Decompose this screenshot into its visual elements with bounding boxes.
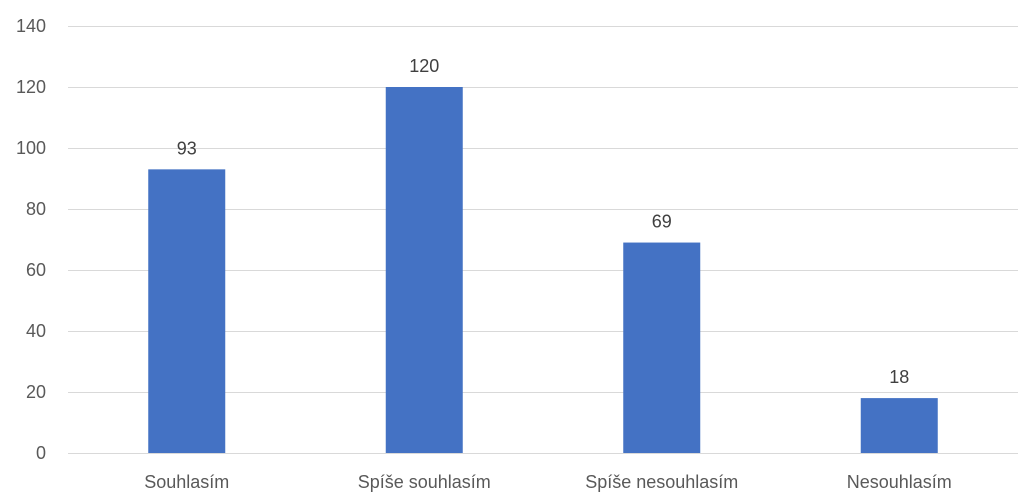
x-axis-categories: Souhlasím Spíše souhlasím Spíše nesouhlasí…	[144, 472, 952, 492]
bar	[623, 242, 701, 453]
y-tick-label: 140	[16, 16, 46, 36]
y-tick-label: 20	[26, 382, 46, 402]
x-tick-label: Souhlasím	[144, 472, 229, 492]
bars	[148, 87, 938, 453]
y-tick-label: 0	[36, 443, 46, 463]
bar	[385, 87, 463, 453]
y-tick-label: 100	[16, 138, 46, 158]
bar-data-label: 69	[652, 212, 672, 232]
y-tick-label: 120	[16, 77, 46, 97]
y-tick-label: 60	[26, 260, 46, 280]
bar-data-label: 93	[177, 138, 197, 158]
bar	[148, 169, 226, 453]
y-tick-label: 80	[26, 199, 46, 219]
y-axis-ticks: 0 20 40 60 80 100 120 140	[16, 16, 46, 463]
x-tick-label: Nesouhlasím	[847, 472, 952, 492]
y-tick-label: 40	[26, 321, 46, 341]
x-tick-label: Spíše souhlasím	[358, 472, 491, 492]
gridlines	[68, 26, 1018, 454]
x-tick-label: Spíše nesouhlasím	[585, 472, 738, 492]
bar-data-label: 120	[409, 56, 439, 76]
bar-data-label: 18	[889, 367, 909, 387]
bar	[860, 398, 938, 453]
data-labels: 93 120 69 18	[177, 56, 910, 387]
